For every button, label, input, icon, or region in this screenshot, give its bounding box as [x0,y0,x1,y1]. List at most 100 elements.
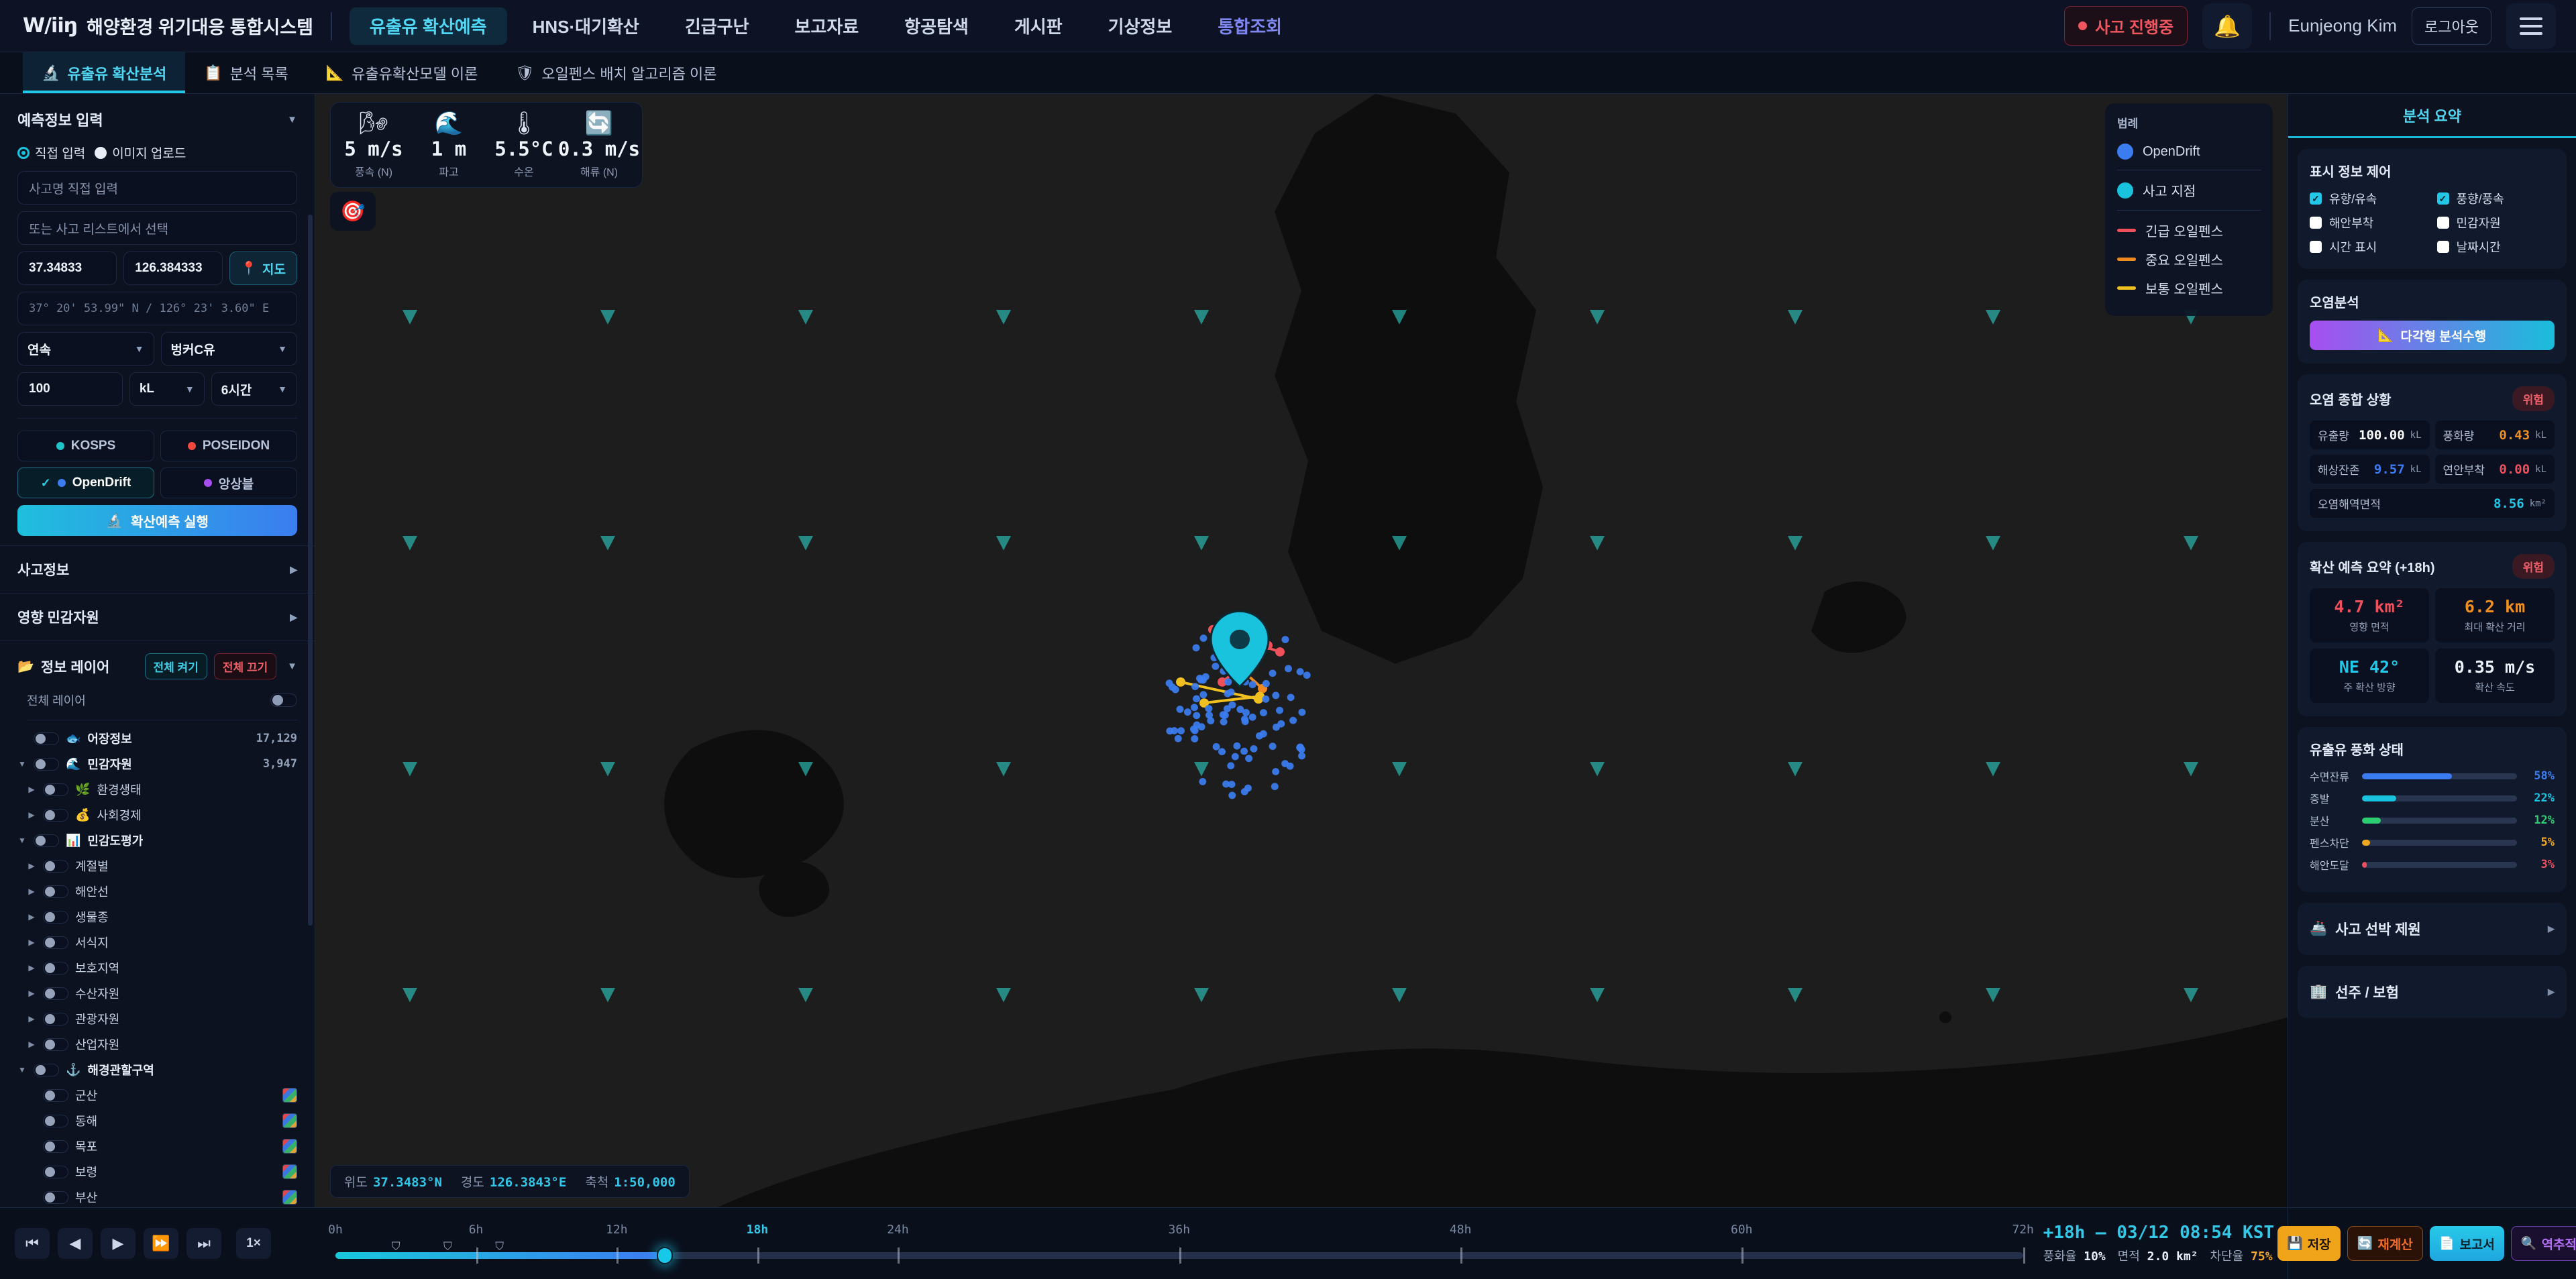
layer-color-swatch[interactable] [282,1113,297,1128]
spill-type-select[interactable]: 연속 ▼ [17,332,154,366]
right-accordion-0[interactable]: 🚢 사고 선박 제원 ▶ [2298,903,2567,955]
right-accordion-1[interactable]: 🏢 선주 / 보험 ▶ [2298,966,2567,1018]
map-picker-button[interactable]: 📍 지도 [229,252,298,285]
accident-list-select[interactable]: 또는 사고 리스트에서 선택 [17,211,297,245]
layer-item-2[interactable]: ▶ 🌿 환경생태 [0,777,315,802]
expander-icon[interactable]: ▶ [28,963,35,972]
expander-icon[interactable]: ▶ [28,887,35,896]
layer-item-1[interactable]: ▼ 🌊 민감자원 3,947 [0,751,315,777]
brand[interactable]: W/iiŋ 해양환경 위기대응 통합시스템 [23,13,313,39]
model-button-2[interactable]: ✓ OpenDrift [17,467,154,498]
layer-toggle[interactable] [34,732,59,745]
target-icon[interactable]: 🎯 [330,192,376,231]
expander-icon[interactable]: ▶ [28,938,35,947]
action-button-2[interactable]: 📄 보고서 [2429,1226,2504,1261]
checkbox-4[interactable]: 시간 표시 [2310,238,2428,256]
model-button-0[interactable]: KOSPS [17,431,154,461]
longitude-input[interactable]: 126.384333 [123,252,223,285]
layer-toggle[interactable] [43,987,68,1000]
model-button-1[interactable]: POSEIDON [160,431,297,461]
expander-icon[interactable]: ▶ [28,912,35,922]
oil-type-select[interactable]: 벙커C유 ▼ [160,332,297,366]
action-button-1[interactable]: 🔄 재계산 [2347,1226,2423,1261]
layer-item-15[interactable]: 동해 [0,1108,315,1133]
status-badge[interactable]: 사고 진행중 [2064,6,2188,46]
layer-item-9[interactable]: ▶ 보호지역 [0,955,315,981]
layer-item-11[interactable]: ▶ 관광자원 [0,1006,315,1032]
layer-toggle[interactable] [43,961,68,975]
nav-item-2[interactable]: 긴급구난 [684,17,749,37]
playback-button-0[interactable]: ⏮ [15,1228,50,1259]
sidebar-scroll[interactable]: 예측정보 입력 ▼ 직접 입력 이미지 업로드 사고명 직접 입력 또는 사고 리… [0,94,315,1207]
layer-toggle[interactable] [43,1012,68,1025]
checkbox-1[interactable]: ✓ 풍향/풍속 [2436,190,2555,207]
layers-all-on-button[interactable]: 전체 켜기 [144,653,207,679]
bell-icon[interactable]: 🔔 [2202,3,2253,49]
nav-item-4[interactable]: 항공탐색 [904,17,969,37]
all-layers-row[interactable]: 전체 레이어 [0,686,315,717]
expander-icon[interactable]: ▼ [18,759,26,769]
tab-0[interactable]: 🔬 유출유 확산분석 [23,52,186,93]
checkbox-5[interactable]: 날짜시간 [2436,238,2555,256]
checkbox-3[interactable]: 민감자원 [2436,214,2555,231]
playback-button-3[interactable]: ⏩ [144,1228,178,1259]
nav-item-0[interactable]: 유출유 확산예측 [349,7,507,45]
checkbox-0[interactable]: ✓ 유향/유속 [2310,190,2428,207]
layer-color-swatch[interactable] [282,1139,297,1154]
chevron-down-icon[interactable]: ▼ [287,113,297,125]
layer-item-0[interactable]: 🐟 어장정보 17,129 [0,726,315,751]
layer-toggle[interactable] [43,1089,68,1102]
layer-item-13[interactable]: ▼ ⚓ 해경관할구역 [0,1057,315,1082]
nav-item-3[interactable]: 보고자료 [794,17,859,37]
layer-toggle[interactable] [43,859,68,873]
input-mode-0[interactable]: 직접 입력 [17,144,85,162]
sidebar-item-accident-info[interactable]: 사고정보 ▶ [0,545,315,593]
input-mode-1[interactable]: 이미지 업로드 [95,144,186,162]
sidebar-scrollbar[interactable] [308,215,313,926]
tab-2[interactable]: 📐 유출유확산모델 이론 [307,52,497,93]
layer-toggle[interactable] [43,1165,68,1178]
accident-name-input[interactable]: 사고명 직접 입력 [17,171,297,205]
amount-unit-select[interactable]: kL ▼ [129,372,205,406]
nav-item-7[interactable]: 통합조회 [1218,17,1283,37]
nav-item-6[interactable]: 기상정보 [1108,17,1173,37]
amount-input[interactable]: 100 [17,372,123,406]
layer-item-7[interactable]: ▶ 생물종 [0,904,315,930]
layer-item-10[interactable]: ▶ 수산자원 [0,981,315,1006]
run-prediction-button[interactable]: 🔬 확산예측 실행 [17,505,297,536]
layer-item-18[interactable]: 부산 [0,1184,315,1207]
layer-item-17[interactable]: 보령 [0,1159,315,1184]
chevron-down-icon[interactable]: ▼ [287,661,297,672]
polygon-analysis-button[interactable]: 📐 다각형 분석수행 [2310,321,2555,350]
layer-item-16[interactable]: 목포 [0,1133,315,1159]
layer-item-5[interactable]: ▶ 계절별 [0,853,315,879]
timeline-track[interactable]: 0h 6h 12h 18h 24h 36h 48h 60h 72h ⛉ ⛉ ⛉ [315,1208,2043,1279]
duration-select[interactable]: 6시간 ▼ [211,372,297,406]
playback-speed-button[interactable]: 1× [236,1228,271,1259]
layer-color-swatch[interactable] [282,1190,297,1205]
action-button-3[interactable]: 🔍 역추적 [2510,1226,2576,1261]
sidebar-item-sensitive-resources[interactable]: 영향 민감자원 ▶ [0,593,315,641]
layer-toggle[interactable] [43,1114,68,1127]
layer-toggle[interactable] [34,834,59,847]
layer-toggle[interactable] [43,783,68,796]
timeline-slider[interactable] [335,1246,2025,1264]
layer-toggle[interactable] [34,1063,59,1076]
hamburger-icon[interactable] [2506,3,2556,49]
playback-button-2[interactable]: ▶ [101,1228,136,1259]
expander-icon[interactable]: ▶ [28,861,35,871]
layer-toggle[interactable] [43,936,68,949]
layer-item-6[interactable]: ▶ 해안선 [0,879,315,904]
playback-button-1[interactable]: ◀ [58,1228,93,1259]
expander-icon[interactable]: ▼ [18,1065,26,1074]
layer-color-swatch[interactable] [282,1088,297,1103]
expander-icon[interactable]: ▶ [28,810,35,820]
expander-icon[interactable]: ▶ [28,989,35,998]
layer-item-4[interactable]: ▼ 📊 민감도평가 [0,828,315,853]
predict-section-header[interactable]: 예측정보 입력 ▼ [0,94,315,141]
layer-color-swatch[interactable] [282,1164,297,1179]
checkbox-2[interactable]: 해안부착 [2310,214,2428,231]
tab-1[interactable]: 📋 분석 목록 [185,52,307,93]
logout-button[interactable]: 로그아웃 [2412,7,2491,45]
layer-toggle[interactable] [34,757,59,771]
